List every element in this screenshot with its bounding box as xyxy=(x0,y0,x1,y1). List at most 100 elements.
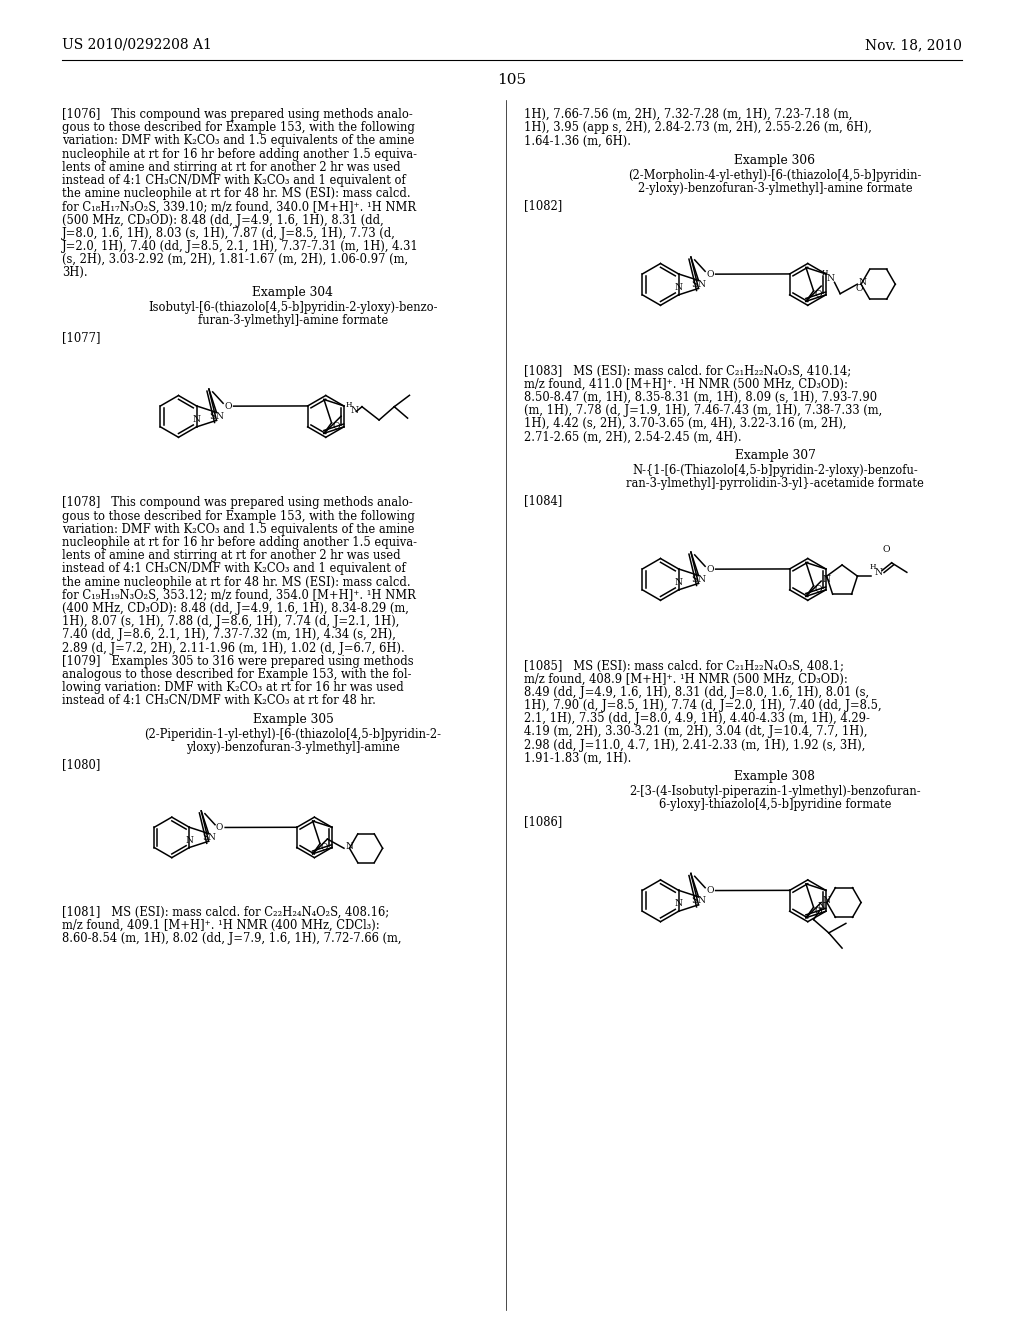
Text: [1082]: [1082] xyxy=(524,199,562,213)
Text: Example 307: Example 307 xyxy=(734,449,815,462)
Text: H: H xyxy=(821,269,828,277)
Text: gous to those described for Example 153, with the following: gous to those described for Example 153,… xyxy=(62,121,415,135)
Text: 4.19 (m, 2H), 3.30-3.21 (m, 2H), 3.04 (dt, J=10.4, 7.7, 1H),: 4.19 (m, 2H), 3.30-3.21 (m, 2H), 3.04 (d… xyxy=(524,726,867,738)
Text: O: O xyxy=(814,907,822,916)
Text: O: O xyxy=(707,269,714,279)
Text: O: O xyxy=(216,822,223,832)
Text: 3H).: 3H). xyxy=(62,267,88,280)
Text: furan-3-ylmethyl]-amine formate: furan-3-ylmethyl]-amine formate xyxy=(198,314,388,327)
Text: (400 MHz, CD₃OD): 8.48 (dd, J=4.9, 1.6, 1H), 8.34-8.29 (m,: (400 MHz, CD₃OD): 8.48 (dd, J=4.9, 1.6, … xyxy=(62,602,409,615)
Text: 8.50-8.47 (m, 1H), 8.35-8.31 (m, 1H), 8.09 (s, 1H), 7.93-7.90: 8.50-8.47 (m, 1H), 8.35-8.31 (m, 1H), 8.… xyxy=(524,391,878,404)
Text: 2.98 (dd, J=11.0, 4.7, 1H), 2.41-2.33 (m, 1H), 1.92 (s, 3H),: 2.98 (dd, J=11.0, 4.7, 1H), 2.41-2.33 (m… xyxy=(524,739,865,751)
Text: 1H), 7.90 (d, J=8.5, 1H), 7.74 (d, J=2.0, 1H), 7.40 (dd, J=8.5,: 1H), 7.90 (d, J=8.5, 1H), 7.74 (d, J=2.0… xyxy=(524,700,882,711)
Text: 8.49 (dd, J=4.9, 1.6, 1H), 8.31 (dd, J=8.0, 1.6, 1H), 8.01 (s,: 8.49 (dd, J=4.9, 1.6, 1H), 8.31 (dd, J=8… xyxy=(524,686,869,698)
Text: [1086]: [1086] xyxy=(524,816,562,829)
Text: (2-Morpholin-4-yl-ethyl)-[6-(thiazolo[4,5-b]pyridin-: (2-Morpholin-4-yl-ethyl)-[6-(thiazolo[4,… xyxy=(629,169,922,182)
Text: J=8.0, 1.6, 1H), 8.03 (s, 1H), 7.87 (d, J=8.5, 1H), 7.73 (d,: J=8.0, 1.6, 1H), 8.03 (s, 1H), 7.87 (d, … xyxy=(62,227,396,240)
Text: N: N xyxy=(215,412,223,421)
Text: O: O xyxy=(814,290,822,300)
Text: nucleophile at rt for 16 hr before adding another 1.5 equiva-: nucleophile at rt for 16 hr before addin… xyxy=(62,148,417,161)
Text: [1076]   This compound was prepared using methods analo-: [1076] This compound was prepared using … xyxy=(62,108,413,121)
Text: analogous to those described for Example 153, with the fol-: analogous to those described for Example… xyxy=(62,668,412,681)
Text: O: O xyxy=(224,401,231,411)
Text: Isobutyl-[6-(thiazolo[4,5-b]pyridin-2-yloxy)-benzo-: Isobutyl-[6-(thiazolo[4,5-b]pyridin-2-yl… xyxy=(148,301,437,314)
Text: N: N xyxy=(345,842,353,851)
Text: [1080]: [1080] xyxy=(62,758,100,771)
Text: US 2010/0292208 A1: US 2010/0292208 A1 xyxy=(62,38,212,51)
Text: 2-[3-(4-Isobutyl-piperazin-1-ylmethyl)-benzofuran-: 2-[3-(4-Isobutyl-piperazin-1-ylmethyl)-b… xyxy=(629,785,921,799)
Text: N: N xyxy=(823,896,830,906)
Text: instead of 4:1 CH₃CN/DMF with K₂CO₃ at rt for 48 hr.: instead of 4:1 CH₃CN/DMF with K₂CO₃ at r… xyxy=(62,694,376,708)
Text: lents of amine and stirring at rt for another 2 hr was used: lents of amine and stirring at rt for an… xyxy=(62,161,400,174)
Text: S: S xyxy=(691,280,697,289)
Text: O: O xyxy=(321,843,329,851)
Text: [1084]: [1084] xyxy=(524,494,562,507)
Text: N: N xyxy=(675,578,683,587)
Text: instead of 4:1 CH₃CN/DMF with K₂CO₃ and 1 equivalent of: instead of 4:1 CH₃CN/DMF with K₂CO₃ and … xyxy=(62,174,406,187)
Text: N: N xyxy=(817,902,825,911)
Text: 1.91-1.83 (m, 1H).: 1.91-1.83 (m, 1H). xyxy=(524,752,632,764)
Text: variation: DMF with K₂CO₃ and 1.5 equivalents of the amine: variation: DMF with K₂CO₃ and 1.5 equiva… xyxy=(62,135,415,148)
Text: for C₁₉H₁₉N₃O₂S, 353.12; m/z found, 354.0 [M+H]⁺. ¹H NMR: for C₁₉H₁₉N₃O₂S, 353.12; m/z found, 354.… xyxy=(62,589,416,602)
Text: Nov. 18, 2010: Nov. 18, 2010 xyxy=(865,38,962,51)
Text: N: N xyxy=(697,280,706,289)
Text: N: N xyxy=(697,576,706,583)
Text: gous to those described for Example 153, with the following: gous to those described for Example 153,… xyxy=(62,510,415,523)
Text: O: O xyxy=(883,545,890,554)
Text: O: O xyxy=(707,565,714,574)
Text: lowing variation: DMF with K₂CO₃ at rt for 16 hr was used: lowing variation: DMF with K₂CO₃ at rt f… xyxy=(62,681,403,694)
Text: variation: DMF with K₂CO₃ and 1.5 equivalents of the amine: variation: DMF with K₂CO₃ and 1.5 equiva… xyxy=(62,523,415,536)
Text: Example 304: Example 304 xyxy=(253,285,334,298)
Text: yloxy)-benzofuran-3-ylmethyl]-amine: yloxy)-benzofuran-3-ylmethyl]-amine xyxy=(186,741,400,754)
Text: the amine nucleophile at rt for 48 hr. MS (ESI): mass calcd.: the amine nucleophile at rt for 48 hr. M… xyxy=(62,576,411,589)
Text: N-{1-[6-(Thiazolo[4,5-b]pyridin-2-yloxy)-benzofu-: N-{1-[6-(Thiazolo[4,5-b]pyridin-2-yloxy)… xyxy=(632,463,918,477)
Text: S: S xyxy=(210,412,216,421)
Text: ran-3-ylmethyl]-pyrrolidin-3-yl}-acetamide formate: ran-3-ylmethyl]-pyrrolidin-3-yl}-acetami… xyxy=(626,477,924,490)
Text: 2.71-2.65 (m, 2H), 2.54-2.45 (m, 4H).: 2.71-2.65 (m, 2H), 2.54-2.45 (m, 4H). xyxy=(524,430,741,444)
Text: N: N xyxy=(874,568,883,577)
Text: H: H xyxy=(345,401,352,409)
Text: (s, 2H), 3.03-2.92 (m, 2H), 1.81-1.67 (m, 2H), 1.06-0.97 (m,: (s, 2H), 3.03-2.92 (m, 2H), 1.81-1.67 (m… xyxy=(62,253,409,267)
Text: S: S xyxy=(202,833,208,842)
Text: [1083]   MS (ESI): mass calcd. for C₂₁H₂₂N₄O₃S, 410.14;: [1083] MS (ESI): mass calcd. for C₂₁H₂₂N… xyxy=(524,364,851,378)
Text: 1H), 3.95 (app s, 2H), 2.84-2.73 (m, 2H), 2.55-2.26 (m, 6H),: 1H), 3.95 (app s, 2H), 2.84-2.73 (m, 2H)… xyxy=(524,121,871,135)
Text: lents of amine and stirring at rt for another 2 hr was used: lents of amine and stirring at rt for an… xyxy=(62,549,400,562)
Text: N: N xyxy=(826,275,835,282)
Text: m/z found, 409.1 [M+H]⁺. ¹H NMR (400 MHz, CDCl₃):: m/z found, 409.1 [M+H]⁺. ¹H NMR (400 MHz… xyxy=(62,919,380,932)
Text: [1079]   Examples 305 to 316 were prepared using methods: [1079] Examples 305 to 316 were prepared… xyxy=(62,655,414,668)
Text: N: N xyxy=(823,574,830,583)
Text: N: N xyxy=(859,277,867,286)
Text: Example 306: Example 306 xyxy=(734,153,815,166)
Text: 6-yloxy]-thiazolo[4,5-b]pyridine formate: 6-yloxy]-thiazolo[4,5-b]pyridine formate xyxy=(658,799,891,812)
Text: O: O xyxy=(707,886,714,895)
Text: N: N xyxy=(675,282,683,292)
Text: J=2.0, 1H), 7.40 (dd, J=8.5, 2.1, 1H), 7.37-7.31 (m, 1H), 4.31: J=2.0, 1H), 7.40 (dd, J=8.5, 2.1, 1H), 7… xyxy=(62,240,419,253)
Text: O: O xyxy=(333,422,340,432)
Text: [1081]   MS (ESI): mass calcd. for C₂₂H₂₄N₄O₂S, 408.16;: [1081] MS (ESI): mass calcd. for C₂₂H₂₄N… xyxy=(62,906,389,919)
Text: N: N xyxy=(675,899,683,908)
Text: 7.40 (dd, J=8.6, 2.1, 1H), 7.37-7.32 (m, 1H), 4.34 (s, 2H),: 7.40 (dd, J=8.6, 2.1, 1H), 7.37-7.32 (m,… xyxy=(62,628,396,642)
Text: m/z found, 411.0 [M+H]⁺. ¹H NMR (500 MHz, CD₃OD):: m/z found, 411.0 [M+H]⁺. ¹H NMR (500 MHz… xyxy=(524,378,848,391)
Text: 2-yloxy)-benzofuran-3-ylmethyl]-amine formate: 2-yloxy)-benzofuran-3-ylmethyl]-amine fo… xyxy=(638,182,912,195)
Text: O: O xyxy=(814,585,822,594)
Text: the amine nucleophile at rt for 48 hr. MS (ESI): mass calcd.: the amine nucleophile at rt for 48 hr. M… xyxy=(62,187,411,201)
Text: (2-Piperidin-1-yl-ethyl)-[6-(thiazolo[4,5-b]pyridin-2-: (2-Piperidin-1-yl-ethyl)-[6-(thiazolo[4,… xyxy=(144,727,441,741)
Text: N: N xyxy=(697,896,706,906)
Text: N: N xyxy=(185,836,194,845)
Text: for C₁₈H₁₇N₃O₂S, 339.10; m/z found, 340.0 [M+H]⁺. ¹H NMR: for C₁₈H₁₇N₃O₂S, 339.10; m/z found, 340.… xyxy=(62,201,416,214)
Text: 1H), 4.42 (s, 2H), 3.70-3.65 (m, 4H), 3.22-3.16 (m, 2H),: 1H), 4.42 (s, 2H), 3.70-3.65 (m, 4H), 3.… xyxy=(524,417,847,430)
Text: [1085]   MS (ESI): mass calcd. for C₂₁H₂₂N₄O₃S, 408.1;: [1085] MS (ESI): mass calcd. for C₂₁H₂₂N… xyxy=(524,660,844,672)
Text: [1077]: [1077] xyxy=(62,331,100,345)
Text: N: N xyxy=(193,414,201,424)
Text: 2.89 (d, J=7.2, 2H), 2.11-1.96 (m, 1H), 1.02 (d, J=6.7, 6H).: 2.89 (d, J=7.2, 2H), 2.11-1.96 (m, 1H), … xyxy=(62,642,404,655)
Text: 8.60-8.54 (m, 1H), 8.02 (dd, J=7.9, 1.6, 1H), 7.72-7.66 (m,: 8.60-8.54 (m, 1H), 8.02 (dd, J=7.9, 1.6,… xyxy=(62,932,401,945)
Text: 1.64-1.36 (m, 6H).: 1.64-1.36 (m, 6H). xyxy=(524,135,631,148)
Text: instead of 4:1 CH₃CN/DMF with K₂CO₃ and 1 equivalent of: instead of 4:1 CH₃CN/DMF with K₂CO₃ and … xyxy=(62,562,406,576)
Text: 105: 105 xyxy=(498,73,526,87)
Text: m/z found, 408.9 [M+H]⁺. ¹H NMR (500 MHz, CD₃OD):: m/z found, 408.9 [M+H]⁺. ¹H NMR (500 MHz… xyxy=(524,673,848,685)
Text: N: N xyxy=(350,407,358,414)
Text: N: N xyxy=(208,833,215,842)
Text: (m, 1H), 7.78 (d, J=1.9, 1H), 7.46-7.43 (m, 1H), 7.38-7.33 (m,: (m, 1H), 7.78 (d, J=1.9, 1H), 7.46-7.43 … xyxy=(524,404,883,417)
Text: O: O xyxy=(855,284,863,293)
Text: S: S xyxy=(691,896,697,906)
